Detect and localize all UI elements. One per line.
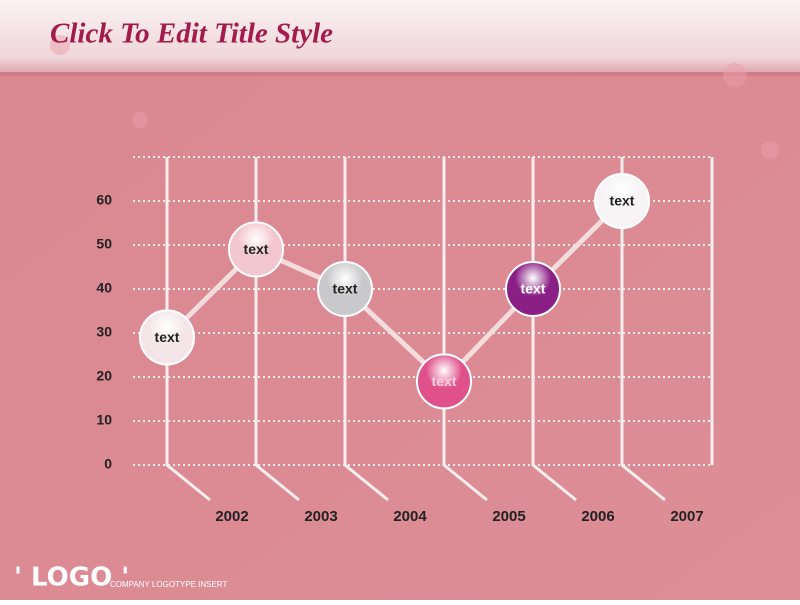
category-guide: [343, 157, 389, 502]
data-point: [228, 221, 284, 278]
y-tick-label: 60: [96, 192, 112, 208]
x-tick-label: 2002: [215, 508, 248, 525]
point-label: text: [244, 241, 269, 257]
category-guide: [620, 157, 666, 502]
category-guide: [442, 157, 488, 502]
y-tick-label: 30: [96, 324, 112, 340]
data-point: [139, 309, 195, 366]
y-tick-label: 10: [96, 412, 112, 428]
y-tick-label: 0: [104, 456, 112, 472]
y-tick-label: 50: [96, 236, 112, 252]
logo-tagline: COMPANY LOGOTYPE INSERT: [110, 580, 227, 589]
x-tick-label: 2005: [492, 508, 525, 525]
point-label: text: [333, 281, 358, 297]
point-label: text: [521, 281, 546, 297]
y-tick-label: 40: [96, 280, 112, 296]
header-shadow: [0, 72, 800, 76]
slide-title: Click To Edit Title Style: [50, 18, 333, 50]
floral-decoration: [50, 35, 779, 159]
category-guide: [531, 157, 577, 502]
point-label: text: [610, 193, 635, 209]
category-guide: [165, 157, 211, 502]
x-tick-label: 2007: [670, 508, 703, 525]
data-point: [416, 353, 472, 410]
x-tick-label: 2003: [304, 508, 337, 525]
data-point: [317, 261, 373, 317]
y-tick-label: 20: [96, 368, 112, 384]
point-label: text: [155, 329, 180, 345]
data-point: [505, 261, 561, 317]
x-tick-label: 2004: [393, 508, 427, 525]
x-tick-label: 2006: [581, 508, 614, 525]
data-point: [594, 173, 650, 229]
chart: 0 10 20 30 40 50 60 2002 2003 2004 2005 2006 2007 tex…: [96, 156, 714, 525]
point-label: text: [432, 373, 457, 389]
logo: ' LOGO ': [14, 563, 129, 593]
header-band: [0, 0, 800, 72]
